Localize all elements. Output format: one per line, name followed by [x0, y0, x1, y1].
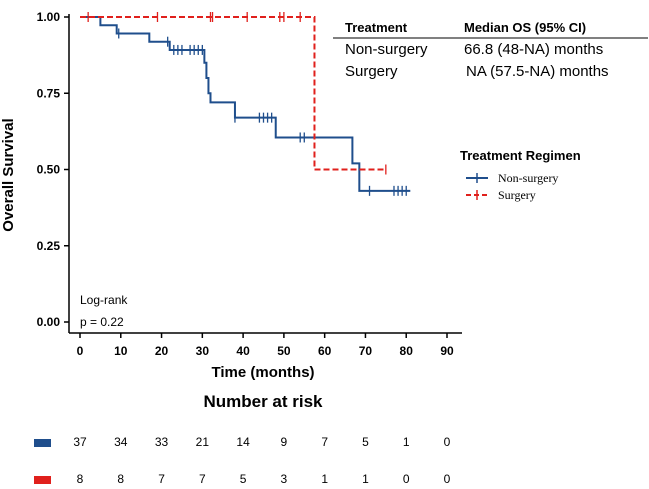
- y-axis-title: Overall Survival: [0, 118, 17, 231]
- risk-count: 37: [73, 435, 87, 449]
- risk-count: 0: [403, 472, 410, 486]
- risk-count: 14: [236, 435, 250, 449]
- axes: 0.00 0.25 0.50 0.75 1.00 0 10 20 30 40 50 60 70 80 90: [37, 10, 462, 358]
- risk-table: 37 34 33 21 14 9 7 5 1 0 8 8 7 7 5 3 1 1 0 0: [34, 435, 451, 486]
- y-tick-label: 0.50: [37, 163, 61, 177]
- risk-count: 8: [117, 472, 124, 486]
- x-axis-title: Time (months): [211, 364, 314, 381]
- risk-count: 1: [403, 435, 410, 449]
- x-tick-label: 30: [196, 344, 210, 358]
- legend-entry-non-surgery: Non-surgery: [466, 171, 558, 185]
- x-tick-label: 0: [77, 344, 84, 358]
- median-table-row1-group: Non-surgery: [345, 41, 428, 58]
- curve-surgery: [80, 16, 386, 171]
- x-tick-label: 60: [318, 344, 332, 358]
- risk-count: 9: [281, 435, 288, 449]
- risk-swatch-surgery: [34, 476, 51, 484]
- median-table-row2-group: Surgery: [345, 63, 398, 80]
- risk-swatch-non-surgery: [34, 439, 51, 447]
- x-tick-label: 80: [400, 344, 414, 358]
- censor-marks: [87, 12, 407, 196]
- median-table-row1-value: 66.8 (48-NA) months: [464, 41, 603, 58]
- survival-curves: [80, 16, 411, 192]
- y-tick-label: 0.00: [37, 315, 61, 329]
- median-table-row2-value: NA (57.5-NA) months: [466, 63, 609, 80]
- x-tick-label: 50: [277, 344, 291, 358]
- risk-count: 7: [158, 472, 165, 486]
- risk-count: 7: [321, 435, 328, 449]
- risk-count: 34: [114, 435, 128, 449]
- legend-label-non-surgery: Non-surgery: [498, 171, 558, 185]
- risk-count: 7: [199, 472, 206, 486]
- risk-count: 1: [321, 472, 328, 486]
- legend-title: Treatment Regimen: [460, 148, 581, 163]
- y-tick-label: 0.75: [37, 86, 61, 100]
- x-tick-label: 70: [359, 344, 373, 358]
- risk-count: 33: [155, 435, 169, 449]
- risk-count: 1: [362, 472, 369, 486]
- risk-count: 3: [281, 472, 288, 486]
- x-tick-label: 20: [155, 344, 169, 358]
- risk-table-title: Number at risk: [203, 392, 323, 411]
- median-table-header-treatment: Treatment: [345, 20, 408, 35]
- x-tick-label: 90: [440, 344, 454, 358]
- logrank-label: Log-rank: [80, 293, 128, 307]
- risk-count: 8: [77, 472, 84, 486]
- x-tick-label: 40: [236, 344, 250, 358]
- median-table-header-median: Median OS (95% CI): [464, 20, 586, 35]
- risk-count: 5: [240, 472, 247, 486]
- risk-count: 0: [444, 472, 451, 486]
- risk-count: 21: [196, 435, 210, 449]
- x-tick-label: 10: [114, 344, 128, 358]
- risk-count: 0: [444, 435, 451, 449]
- risk-count: 5: [362, 435, 369, 449]
- legend-entry-surgery: Surgery: [466, 188, 536, 202]
- curve-non-surgery: [80, 16, 411, 192]
- y-tick-label: 0.25: [37, 239, 61, 253]
- legend-label-surgery: Surgery: [498, 188, 536, 202]
- pvalue-label: p = 0.22: [80, 315, 124, 329]
- y-tick-label: 1.00: [37, 10, 61, 24]
